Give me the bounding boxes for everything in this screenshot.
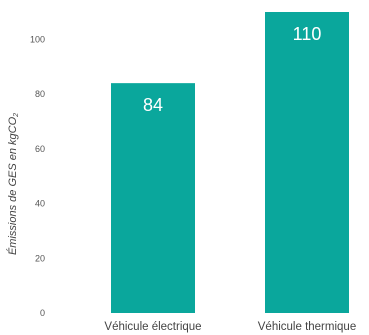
y-tick-label: 60 — [35, 144, 45, 154]
y-axis-ticks: 0 20 40 60 80 100 — [30, 34, 45, 318]
y-tick-label: 80 — [35, 89, 45, 99]
x-category-label: Véhicule thermique — [258, 321, 356, 333]
y-tick-label: 20 — [35, 253, 45, 263]
bar-value-label: 84 — [143, 95, 163, 115]
x-category-label: Véhicule électrique — [104, 321, 201, 333]
data-labels: 84 110 — [143, 24, 321, 115]
y-tick-label: 40 — [35, 199, 45, 209]
bar-value-label: 110 — [293, 24, 322, 44]
bars — [111, 12, 349, 314]
y-axis-title-main: Émissions de GES en kgCO — [6, 116, 19, 255]
y-axis-title: Émissions de GES en kgCO2 — [6, 113, 20, 255]
x-axis-labels: Véhicule électrique Véhicule thermique — [104, 321, 356, 333]
bar — [265, 12, 349, 313]
y-tick-label: 0 — [40, 308, 45, 318]
y-axis-title-subscript: 2 — [13, 113, 20, 118]
bar — [111, 83, 195, 314]
y-tick-label: 100 — [30, 34, 45, 44]
